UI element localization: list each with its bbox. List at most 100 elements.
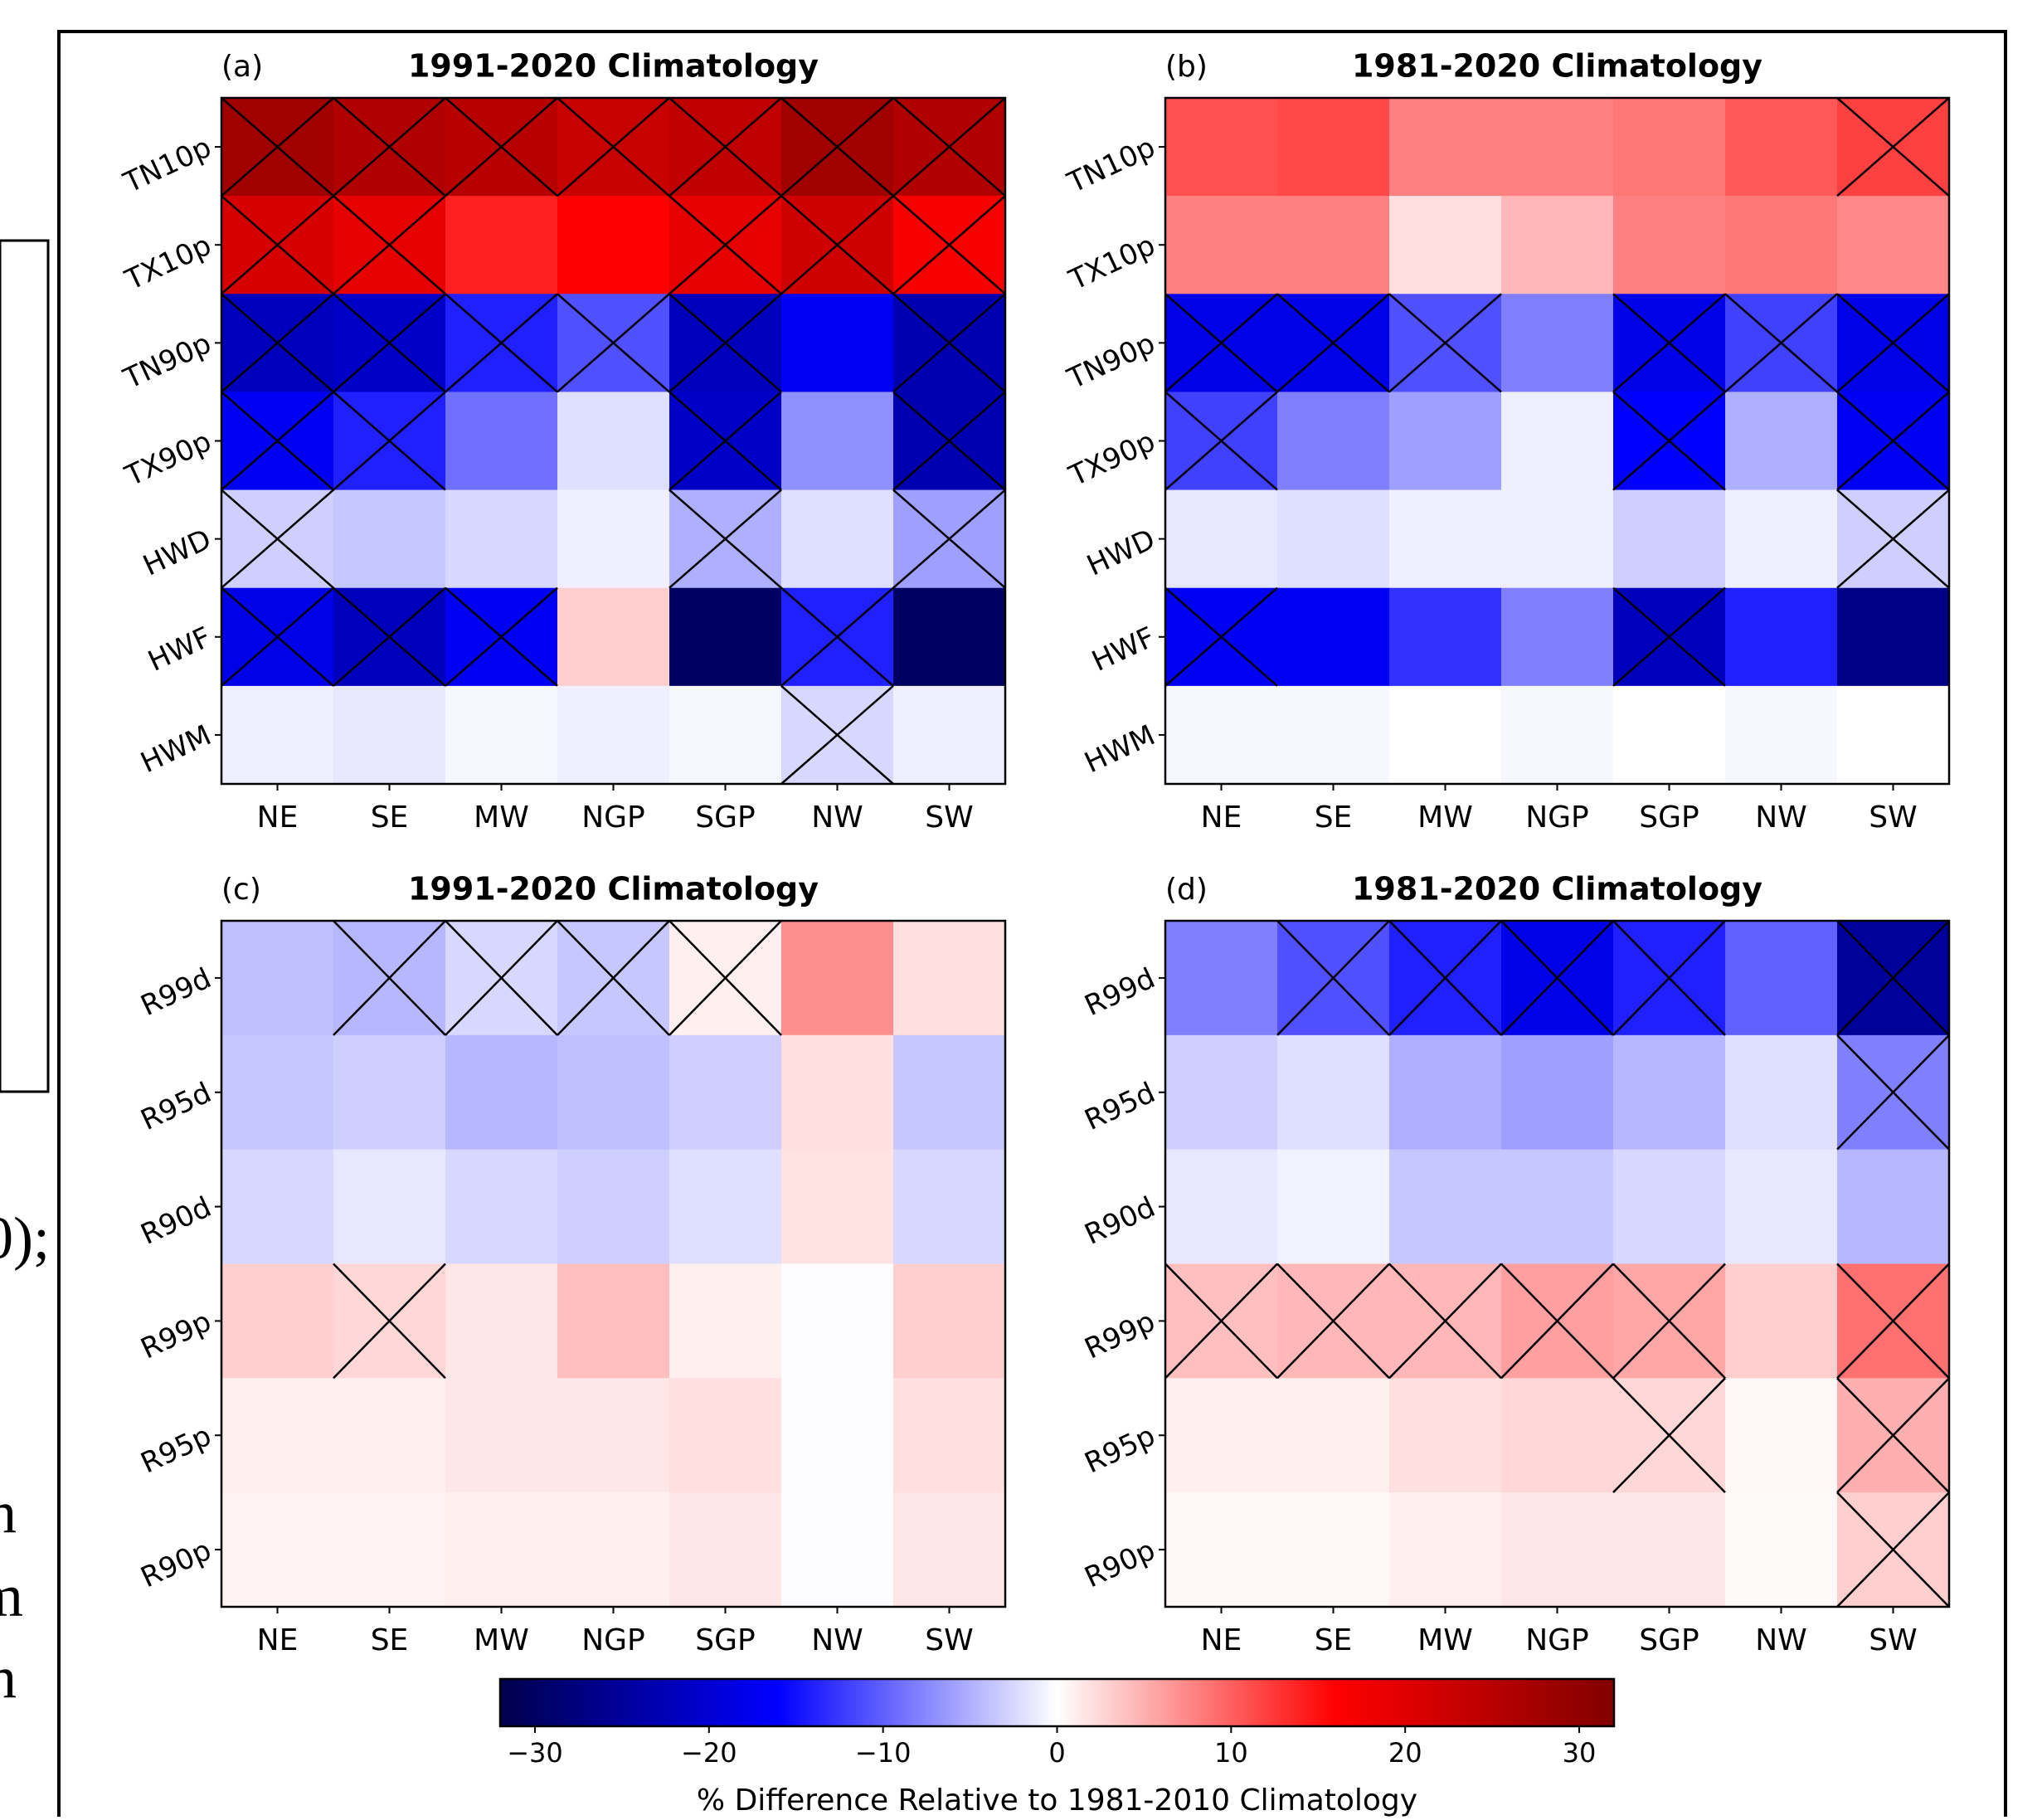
hatch	[221, 195, 334, 295]
background-text: 0);	[0, 1205, 50, 1272]
heatmap-cell	[1501, 294, 1614, 392]
hatch	[1164, 586, 1278, 687]
x-tick-label: SGP	[1639, 801, 1699, 835]
heatmap-cell	[781, 1378, 894, 1493]
hatch	[1836, 1377, 1950, 1494]
x-tick-label: SW	[1869, 801, 1917, 835]
colorbar-tick-label: 0	[1048, 1737, 1065, 1769]
hatch	[1500, 1263, 1614, 1380]
heatmap-cell	[781, 392, 894, 491]
heatmap-cell	[1165, 1149, 1278, 1264]
heatmap-cell	[221, 1149, 334, 1264]
heatmap-cell	[669, 1149, 782, 1264]
heatmap-cell	[1165, 685, 1278, 785]
heatmap-cell	[669, 587, 782, 687]
heatmap-cell	[221, 685, 334, 785]
heatmap-cell	[1165, 489, 1278, 589]
heatmap-cell	[445, 1263, 558, 1379]
heatmap-cell	[221, 1263, 334, 1379]
hatch	[557, 293, 670, 393]
heatmap-cell	[1725, 1149, 1838, 1264]
heatmap-cell	[1501, 1149, 1614, 1264]
heatmap-cell	[1837, 685, 1950, 785]
hatch	[780, 684, 894, 785]
hatch	[333, 586, 446, 687]
hatch	[1164, 293, 1278, 393]
hatch	[1836, 1263, 1950, 1380]
heatmap-cell	[1725, 392, 1838, 491]
panel-title: 1981-2020 Climatology	[1352, 48, 1762, 85]
x-tick-label: NGP	[581, 1623, 645, 1657]
heatmap-cell	[1389, 1492, 1502, 1608]
x-tick-label: SGP	[695, 801, 755, 835]
hatch	[445, 293, 558, 393]
hatch	[1612, 1377, 1726, 1494]
heatmap-cell	[445, 1149, 558, 1264]
colorbar-tick-label: 30	[1563, 1737, 1597, 1769]
heatmap-cell	[1501, 489, 1614, 589]
heatmap-cell	[1725, 1378, 1838, 1493]
x-tick-label: SGP	[695, 1623, 755, 1657]
hatch	[669, 489, 782, 589]
x-tick-label: SW	[925, 801, 973, 835]
heatmap-cell	[1613, 489, 1726, 589]
heatmap-cell	[1725, 1034, 1838, 1151]
panel-label: (a)	[221, 50, 263, 84]
heatmap-cell	[1165, 196, 1278, 294]
hatch	[669, 97, 782, 197]
heatmap-cell	[781, 1492, 894, 1608]
heatmap-cell	[893, 587, 1006, 687]
hatch	[780, 586, 894, 687]
heatmap-cell	[1501, 1492, 1614, 1608]
heatmap-cell	[1501, 587, 1614, 687]
heatmap-cell	[1501, 685, 1614, 785]
heatmap-cell	[445, 1378, 558, 1493]
x-tick-label: NGP	[1525, 1623, 1589, 1657]
panel-label: (d)	[1165, 873, 1208, 907]
heatmap-cell	[781, 1034, 894, 1151]
hatch	[1836, 293, 1950, 393]
colorbar-tick-label: −20	[681, 1737, 737, 1769]
x-tick-label: NGP	[1525, 801, 1589, 835]
heatmap-cell	[1389, 98, 1502, 197]
heatmap-cell	[1389, 196, 1502, 294]
hatch	[1388, 1263, 1502, 1380]
heatmap-cell	[557, 392, 670, 491]
panel-label: (c)	[221, 873, 261, 907]
x-tick-label: NW	[1755, 1623, 1807, 1657]
hatch	[333, 391, 446, 491]
hatch	[892, 391, 1006, 491]
hatch	[1836, 1492, 1950, 1608]
heatmap-cell	[669, 1034, 782, 1151]
hatch	[892, 489, 1006, 589]
hatch	[445, 920, 558, 1036]
heatmap-cell	[1725, 1263, 1838, 1379]
heatmap-cell	[893, 685, 1006, 785]
hatch	[1836, 97, 1950, 197]
heatmap-cell	[1277, 98, 1390, 197]
heatmap-cell	[1725, 196, 1838, 294]
hatch	[221, 97, 334, 197]
heatmap-cell	[1277, 1492, 1390, 1608]
heatmap-cell	[1389, 392, 1502, 491]
colorbar-tick-label: −30	[507, 1737, 563, 1769]
heatmap-cell	[333, 1149, 446, 1264]
heatmap-cell	[221, 1378, 334, 1493]
heatmap-cell	[669, 1492, 782, 1608]
heatmap-cell	[1613, 685, 1726, 785]
heatmap-cell	[557, 1378, 670, 1493]
heatmap-cell	[333, 1034, 446, 1151]
hatch	[1164, 391, 1278, 491]
panel-title: 1981-2020 Climatology	[1352, 871, 1762, 908]
x-tick-label: NW	[1755, 801, 1807, 835]
x-tick-label: SE	[1315, 1623, 1353, 1657]
heatmap-cell	[893, 1263, 1006, 1379]
heatmap-cell	[1165, 1034, 1278, 1151]
heatmap-cell	[557, 1263, 670, 1379]
heatmap-cell	[1277, 685, 1390, 785]
x-tick-label: NGP	[581, 801, 645, 835]
heatmap-cell	[445, 196, 558, 294]
x-tick-label: NW	[811, 1623, 863, 1657]
heatmap-cell	[1613, 196, 1726, 294]
heatmap-cell	[445, 685, 558, 785]
